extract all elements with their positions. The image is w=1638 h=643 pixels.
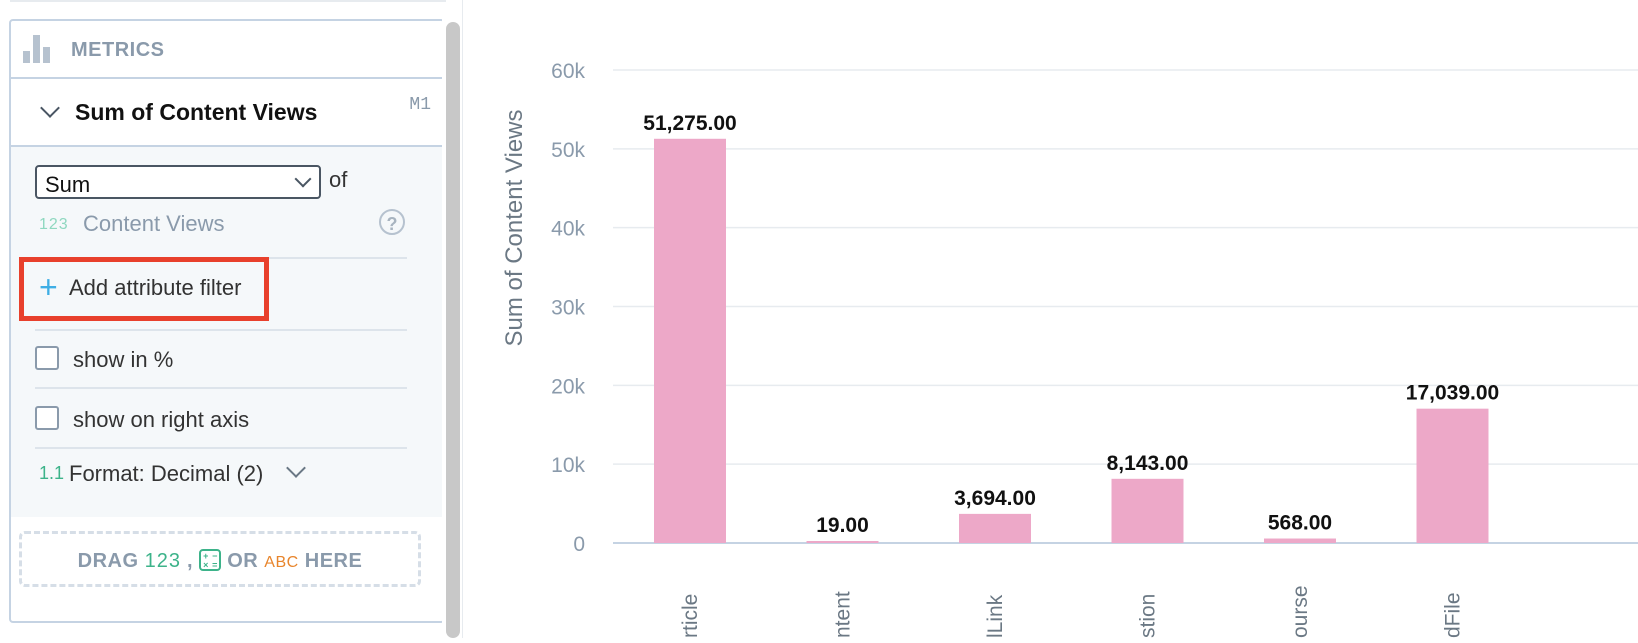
attribute-icon: ABC [264,554,299,571]
data-label: 51,275.00 [643,112,736,135]
numeric-fact-icon: 123 [144,550,181,572]
bar[interactable] [959,513,1031,543]
bar-chart-icon [23,35,57,63]
x-tick-label: ntent [832,591,855,638]
drop-zone-drag: DRAG [77,550,139,572]
show-on-right-axis-checkbox[interactable] [35,406,59,430]
metric-title: Sum of Content Views [75,99,318,125]
metrics-bucket-title: METRICS [71,39,165,61]
fact-name: Content Views [83,211,225,236]
data-label: 3,694.00 [954,487,1036,510]
metric-configuration: Sum of 123 Content Views ? + Add attribu… [11,147,443,517]
metric-id-badge: M1 [409,95,431,115]
add-attribute-filter-label: Add attribute filter [69,275,242,300]
data-label: 8,143.00 [1107,452,1189,475]
panel-scrollbar-thumb[interactable] [446,22,460,638]
of-label: of [329,167,348,192]
drop-zone-here: HERE [304,550,363,572]
bar[interactable] [1111,478,1184,543]
metric-item-header[interactable]: Sum of Content Views M1 [11,79,443,147]
divider [35,329,407,331]
drop-zone-comma: , [187,550,194,572]
plus-icon: + [39,269,58,305]
chevron-down-icon [286,458,306,478]
y-tick-label: 10k [551,454,585,477]
y-tick-label: 40k [551,218,585,241]
metrics-panel: METRICS Sum of Content Views M1 Sum of 1… [0,0,460,638]
panel-top-divider [10,0,446,2]
format-dropdown[interactable]: 1.1 Format: Decimal (2) [35,457,415,491]
x-tick-label: dFile [1442,592,1465,638]
show-in-percent-label: show in % [73,347,174,372]
drop-zone-text: DRAG 123 , + − × = OR ABC HERE [22,549,418,573]
metrics-bucket-header: METRICS [11,21,443,79]
y-tick-label: 60k [551,60,585,83]
numeric-fact-icon: 123 [39,216,69,233]
metrics-bucket: METRICS Sum of Content Views M1 Sum of 1… [9,19,445,623]
show-on-right-axis-option[interactable]: show on right axis [35,403,415,437]
show-in-percent-checkbox[interactable] [35,346,59,370]
calculator-icon: + − × = [199,549,222,571]
highlight-annotation [19,257,269,321]
format-icon: 1.1 [39,463,65,483]
chevron-down-icon [294,170,312,188]
y-tick-label: 0 [573,533,585,556]
format-label: Format: Decimal (2) [69,461,264,486]
aggregation-value: Sum [45,172,91,197]
data-label: 19.00 [816,514,869,537]
add-attribute-filter-button[interactable]: + Add attribute filter [35,261,275,313]
data-label: 17,039.00 [1406,382,1499,405]
bar-chart: 0 10k 20k 30k 40k 50k 60k 51,275.00 19.00 3,694.… [501,60,1638,638]
chart-area: 0 10k 20k 30k 40k 50k 60k 51,275.00 19.00 3,694.… [462,0,1638,638]
x-tick-label: lLink [984,594,1007,638]
y-axis-label: Sum of Content Views [501,109,528,346]
help-icon[interactable]: ? [379,209,405,235]
x-tick-label: rticle [679,594,702,638]
bar[interactable] [806,541,879,543]
x-tick-label: ourse [1289,585,1312,638]
show-on-right-axis-label: show on right axis [73,407,250,432]
bar[interactable] [1264,538,1336,543]
aggregation-select[interactable]: Sum [35,165,321,199]
x-tick-label: stion [1137,594,1160,638]
divider [35,387,407,389]
y-tick-label: 50k [551,139,585,162]
data-label: 568.00 [1268,512,1332,535]
y-tick-label: 20k [551,375,585,398]
bar[interactable] [654,138,726,543]
y-tick-label: 30k [551,297,585,320]
bar[interactable] [1416,408,1489,543]
chevron-down-icon[interactable] [40,98,60,118]
drop-zone-or: OR [227,550,259,572]
divider [35,447,407,449]
show-in-percent-option[interactable]: show in % [35,343,415,377]
metric-drop-zone[interactable]: DRAG 123 , + − × = OR ABC HERE [19,531,421,587]
